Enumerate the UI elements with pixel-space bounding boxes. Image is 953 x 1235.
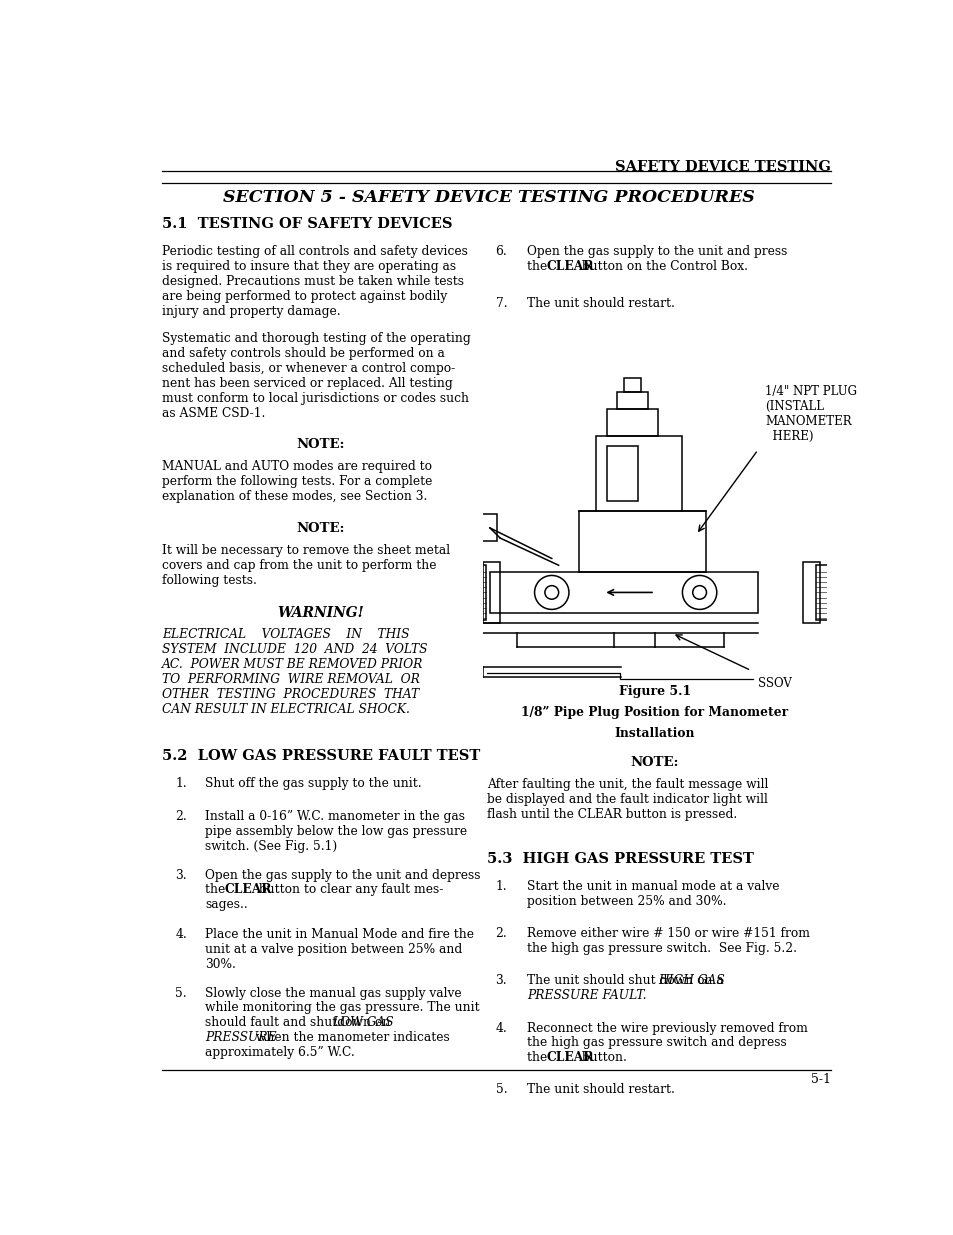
- Text: NOTE:: NOTE:: [296, 438, 345, 451]
- Text: the: the: [527, 259, 551, 273]
- Text: 6.: 6.: [495, 246, 507, 258]
- Text: HIGH GAS: HIGH GAS: [658, 974, 724, 988]
- Text: Periodic testing of all controls and safety devices
is required to insure that t: Periodic testing of all controls and saf…: [162, 246, 468, 319]
- Text: sages..: sages..: [205, 898, 248, 911]
- Text: 5-1: 5-1: [810, 1073, 830, 1087]
- Text: 5.1  TESTING OF SAFETY DEVICES: 5.1 TESTING OF SAFETY DEVICES: [162, 217, 452, 231]
- Text: button to clear any fault mes-: button to clear any fault mes-: [255, 883, 443, 897]
- Text: the: the: [205, 883, 229, 897]
- Text: 2.: 2.: [175, 810, 187, 823]
- Text: Reconnect the wire previously removed from: Reconnect the wire previously removed fr…: [527, 1021, 807, 1035]
- Text: Installation: Installation: [614, 726, 695, 740]
- Text: NOTE:: NOTE:: [630, 756, 679, 769]
- Text: SECTION 5 - SAFETY DEVICE TESTING PROCEDURES: SECTION 5 - SAFETY DEVICE TESTING PROCED…: [223, 189, 754, 206]
- Text: 5.: 5.: [175, 987, 187, 999]
- Text: 4.: 4.: [175, 927, 187, 941]
- Text: Systematic and thorough testing of the operating
and safety controls should be p: Systematic and thorough testing of the o…: [162, 332, 471, 420]
- Text: Install a 0-16” W.C. manometer in the gas
pipe assembly below the low gas pressu: Install a 0-16” W.C. manometer in the ga…: [205, 810, 467, 852]
- Text: 5.2  LOW GAS PRESSURE FAULT TEST: 5.2 LOW GAS PRESSURE FAULT TEST: [162, 750, 480, 763]
- Text: 1.: 1.: [175, 777, 187, 790]
- Text: 1/8” Pipe Plug Position for Manometer: 1/8” Pipe Plug Position for Manometer: [520, 706, 787, 719]
- Text: The unit should restart.: The unit should restart.: [527, 296, 675, 310]
- Text: while monitoring the gas pressure. The unit: while monitoring the gas pressure. The u…: [205, 1002, 479, 1014]
- Text: Open the gas supply to the unit and depress: Open the gas supply to the unit and depr…: [205, 868, 480, 882]
- Text: MANUAL and AUTO modes are required to
perform the following tests. For a complet: MANUAL and AUTO modes are required to pe…: [162, 461, 432, 504]
- Text: 3.: 3.: [175, 868, 187, 882]
- Text: the high gas pressure switch and depress: the high gas pressure switch and depress: [527, 1036, 786, 1050]
- Text: Open the gas supply to the unit and press: Open the gas supply to the unit and pres…: [527, 246, 787, 258]
- Text: button.: button.: [578, 1051, 626, 1065]
- Text: SAFETY DEVICE TESTING: SAFETY DEVICE TESTING: [614, 159, 830, 174]
- Text: Shut off the gas supply to the unit.: Shut off the gas supply to the unit.: [205, 777, 421, 790]
- Text: 7.: 7.: [495, 296, 507, 310]
- Text: After faulting the unit, the fault message will
be displayed and the fault indic: After faulting the unit, the fault messa…: [486, 778, 767, 821]
- Text: approximately 6.5” W.C.: approximately 6.5” W.C.: [205, 1046, 355, 1058]
- Text: the: the: [527, 1051, 551, 1065]
- Text: NOTE:: NOTE:: [296, 522, 345, 535]
- Text: 3.: 3.: [495, 974, 507, 988]
- Text: 1.: 1.: [495, 881, 507, 893]
- Text: when the manometer indicates: when the manometer indicates: [252, 1031, 449, 1044]
- Text: CLEAR: CLEAR: [546, 1051, 594, 1065]
- Text: Start the unit in manual mode at a valve
position between 25% and 30%.: Start the unit in manual mode at a valve…: [527, 881, 779, 908]
- Text: WARNING!: WARNING!: [277, 606, 364, 620]
- Text: CLEAR: CLEAR: [546, 259, 594, 273]
- Text: It will be necessary to remove the sheet metal
covers and cap from the unit to p: It will be necessary to remove the sheet…: [162, 545, 450, 588]
- Text: Slowly close the manual gas supply valve: Slowly close the manual gas supply valve: [205, 987, 461, 999]
- Text: The unit should shut down on a: The unit should shut down on a: [527, 974, 727, 988]
- Text: 5.: 5.: [495, 1083, 507, 1097]
- Text: Remove either wire # 150 or wire #151 from
the high gas pressure switch.  See Fi: Remove either wire # 150 or wire #151 fr…: [527, 927, 809, 955]
- Text: CLEAR: CLEAR: [224, 883, 272, 897]
- Text: PRESSURE FAULT.: PRESSURE FAULT.: [527, 989, 646, 1002]
- Text: ELECTRICAL    VOLTAGES    IN    THIS
SYSTEM  INCLUDE  120  AND  24  VOLTS
AC.  P: ELECTRICAL VOLTAGES IN THIS SYSTEM INCLU…: [162, 629, 427, 716]
- Text: 2.: 2.: [495, 927, 507, 940]
- Text: 5.3  HIGH GAS PRESSURE TEST: 5.3 HIGH GAS PRESSURE TEST: [486, 852, 753, 866]
- Text: The unit should restart.: The unit should restart.: [527, 1083, 675, 1097]
- Text: PRESSURE: PRESSURE: [205, 1031, 276, 1044]
- Text: Place the unit in Manual Mode and fire the
unit at a valve position between 25% : Place the unit in Manual Mode and fire t…: [205, 927, 474, 971]
- Text: should fault and shutdown on: should fault and shutdown on: [205, 1016, 394, 1029]
- Text: button on the Control Box.: button on the Control Box.: [578, 259, 747, 273]
- Text: Figure 5.1: Figure 5.1: [618, 685, 690, 699]
- Text: 4.: 4.: [495, 1021, 507, 1035]
- Text: LOW GAS: LOW GAS: [332, 1016, 394, 1029]
